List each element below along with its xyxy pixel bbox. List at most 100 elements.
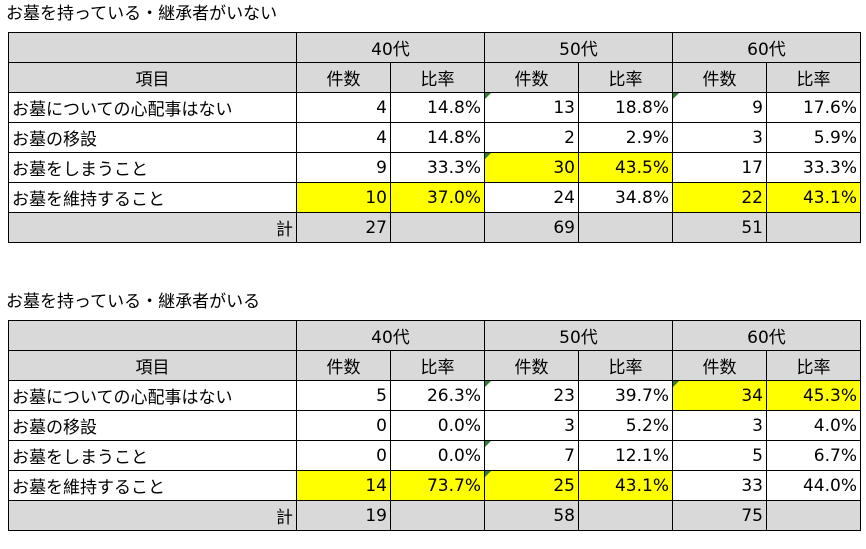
- total-label: 計: [8, 212, 297, 243]
- table1-rate-header-40s: 比率: [390, 62, 485, 93]
- item-cell: お墓を維持すること: [8, 182, 297, 213]
- count-cell-highlighted: 14: [296, 470, 391, 501]
- count-cell: 9: [672, 92, 767, 123]
- count-cell: 3: [672, 122, 767, 153]
- count-cell: 3: [484, 410, 579, 441]
- count-cell-highlighted: 10: [296, 182, 391, 213]
- total-rate-blank: [766, 500, 861, 531]
- count-cell: 13: [484, 92, 579, 123]
- count-cell: 5: [296, 380, 391, 411]
- table1-rate-header-60s: 比率: [766, 62, 861, 93]
- count-cell: 5: [672, 440, 767, 471]
- table-row: お墓を維持すること 14 73.7% 25 43.1% 33 44.0%: [8, 470, 861, 501]
- table1-column-header-row: 項目 件数 比率 件数 比率 件数 比率: [8, 62, 861, 93]
- rate-cell: 44.0%: [766, 470, 861, 501]
- table1-age-header-row: 40代 50代 60代: [8, 32, 861, 63]
- count-cell: 24: [484, 182, 579, 213]
- rate-cell: 26.3%: [390, 380, 485, 411]
- rate-cell: 33.3%: [390, 152, 485, 183]
- table2-count-header-50s: 件数: [484, 350, 579, 381]
- rate-cell: 17.6%: [766, 92, 861, 123]
- table-row: お墓をしまうこと 9 33.3% 30 43.5% 17 33.3%: [8, 152, 861, 183]
- count-cell-highlighted: 22: [672, 182, 767, 213]
- total-count-40s: 19: [296, 500, 391, 531]
- table2-count-header-40s: 件数: [296, 350, 391, 381]
- count-cell: 0: [296, 440, 391, 471]
- count-cell-highlighted: 30: [484, 152, 579, 183]
- rate-cell: 34.8%: [578, 182, 673, 213]
- item-cell: お墓を維持すること: [8, 470, 297, 501]
- count-cell: 7: [484, 440, 579, 471]
- count-cell: 2: [484, 122, 579, 153]
- item-cell: お墓をしまうこと: [8, 152, 297, 183]
- table1-header-50s: 50代: [484, 32, 673, 63]
- rate-cell-highlighted: 43.5%: [578, 152, 673, 183]
- rate-cell: 5.9%: [766, 122, 861, 153]
- count-cell: 17: [672, 152, 767, 183]
- table2-rate-header-40s: 比率: [390, 350, 485, 381]
- table1-rate-header-50s: 比率: [578, 62, 673, 93]
- rate-cell: 39.7%: [578, 380, 673, 411]
- table2-title: お墓を持っている・継承者がいる: [6, 292, 261, 312]
- count-cell: 33: [672, 470, 767, 501]
- table2-blank-header-cell: [8, 320, 297, 351]
- item-cell: お墓の移設: [8, 410, 297, 441]
- total-count-50s: 69: [484, 212, 579, 243]
- table1-count-header-60s: 件数: [672, 62, 767, 93]
- table2-header-60s: 60代: [672, 320, 861, 351]
- table2-total-row: 計 19 58 75: [8, 500, 861, 531]
- table2-rate-header-60s: 比率: [766, 350, 861, 381]
- table2-header-50s: 50代: [484, 320, 673, 351]
- rate-cell: 33.3%: [766, 152, 861, 183]
- table1-total-row: 計 27 69 51: [8, 212, 861, 243]
- rate-cell: 6.7%: [766, 440, 861, 471]
- table2-age-header-row: 40代 50代 60代: [8, 320, 861, 351]
- count-cell: 0: [296, 410, 391, 441]
- table-row: お墓を維持すること 10 37.0% 24 34.8% 22 43.1%: [8, 182, 861, 213]
- item-cell: お墓についての心配事はない: [8, 92, 297, 123]
- table2-column-header-row: 項目 件数 比率 件数 比率 件数 比率: [8, 350, 861, 381]
- rate-cell: 2.9%: [578, 122, 673, 153]
- item-cell: お墓をしまうこと: [8, 440, 297, 471]
- item-cell: お墓についての心配事はない: [8, 380, 297, 411]
- rate-cell-highlighted: 73.7%: [390, 470, 485, 501]
- count-cell: 3: [672, 410, 767, 441]
- table2-item-header: 項目: [8, 350, 297, 381]
- table1-header-40s: 40代: [296, 32, 485, 63]
- rate-cell-highlighted: 45.3%: [766, 380, 861, 411]
- table-row: お墓の移設 0 0.0% 3 5.2% 3 4.0%: [8, 410, 861, 441]
- table-row: お墓についての心配事はない 5 26.3% 23 39.7% 34 45.3%: [8, 380, 861, 411]
- rate-cell: 14.8%: [390, 92, 485, 123]
- table1-blank-header-cell: [8, 32, 297, 63]
- table1-count-header-40s: 件数: [296, 62, 391, 93]
- table1-title: お墓を持っている・継承者がいない: [6, 4, 278, 24]
- rate-cell: 5.2%: [578, 410, 673, 441]
- table1-grid: 40代 50代 60代 項目 件数 比率 件数 比率 件数 比率 お墓についての…: [8, 32, 861, 243]
- total-label: 計: [8, 500, 297, 531]
- total-count-50s: 58: [484, 500, 579, 531]
- table-row: お墓の移設 4 14.8% 2 2.9% 3 5.9%: [8, 122, 861, 153]
- item-cell: お墓の移設: [8, 122, 297, 153]
- table2-rate-header-50s: 比率: [578, 350, 673, 381]
- count-cell: 9: [296, 152, 391, 183]
- total-rate-blank: [578, 212, 673, 243]
- rate-cell: 4.0%: [766, 410, 861, 441]
- total-count-60s: 75: [672, 500, 767, 531]
- rate-cell: 14.8%: [390, 122, 485, 153]
- table1-count-header-50s: 件数: [484, 62, 579, 93]
- count-cell: 23: [484, 380, 579, 411]
- rate-cell: 18.8%: [578, 92, 673, 123]
- rate-cell-highlighted: 43.1%: [766, 182, 861, 213]
- total-count-60s: 51: [672, 212, 767, 243]
- table-row: お墓をしまうこと 0 0.0% 7 12.1% 5 6.7%: [8, 440, 861, 471]
- rate-cell-highlighted: 37.0%: [390, 182, 485, 213]
- rate-cell: 12.1%: [578, 440, 673, 471]
- total-count-40s: 27: [296, 212, 391, 243]
- count-cell: 4: [296, 92, 391, 123]
- rate-cell-highlighted: 43.1%: [578, 470, 673, 501]
- table2-count-header-60s: 件数: [672, 350, 767, 381]
- table-row: お墓についての心配事はない 4 14.8% 13 18.8% 9 17.6%: [8, 92, 861, 123]
- count-cell-highlighted: 25: [484, 470, 579, 501]
- table1-header-60s: 60代: [672, 32, 861, 63]
- table2-header-40s: 40代: [296, 320, 485, 351]
